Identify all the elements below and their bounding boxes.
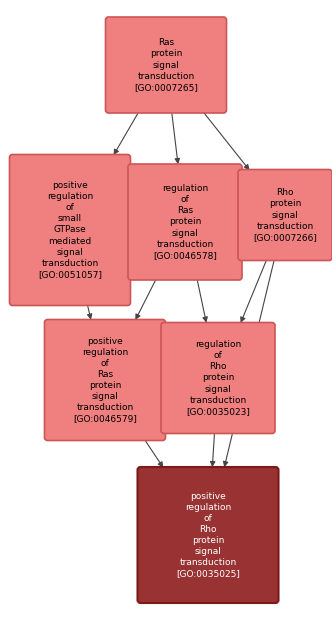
Text: regulation
of
Rho
protein
signal
transduction
[GO:0035023]: regulation of Rho protein signal transdu…: [186, 340, 250, 416]
Text: regulation
of
Ras
protein
signal
transduction
[GO:0046578]: regulation of Ras protein signal transdu…: [153, 184, 217, 260]
Text: Rho
protein
signal
transduction
[GO:0007266]: Rho protein signal transduction [GO:0007…: [253, 188, 317, 242]
FancyBboxPatch shape: [44, 320, 165, 441]
Text: positive
regulation
of
Rho
protein
signal
transduction
[GO:0035025]: positive regulation of Rho protein signa…: [176, 492, 240, 578]
Text: positive
regulation
of
Ras
protein
signal
transduction
[GO:0046579]: positive regulation of Ras protein signa…: [73, 337, 137, 423]
FancyBboxPatch shape: [128, 164, 242, 280]
FancyBboxPatch shape: [137, 467, 279, 603]
FancyBboxPatch shape: [10, 154, 130, 305]
Text: Ras
protein
signal
transduction
[GO:0007265]: Ras protein signal transduction [GO:0007…: [134, 38, 198, 92]
FancyBboxPatch shape: [106, 17, 226, 113]
FancyBboxPatch shape: [161, 323, 275, 434]
Text: positive
regulation
of
small
GTPase
mediated
signal
transduction
[GO:0051057]: positive regulation of small GTPase medi…: [38, 181, 102, 279]
FancyBboxPatch shape: [238, 170, 332, 260]
